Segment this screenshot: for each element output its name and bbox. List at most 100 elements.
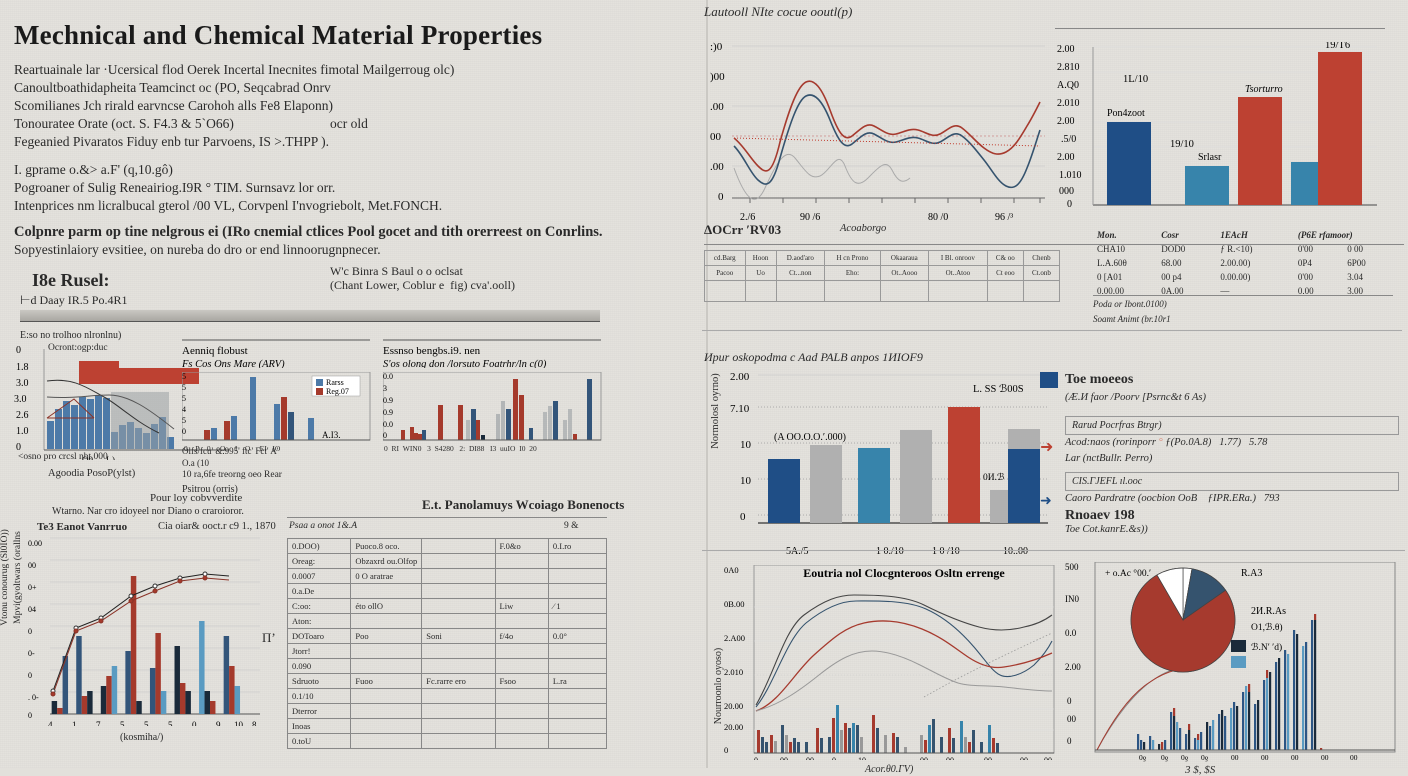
- svg-text:7: 7: [96, 720, 101, 726]
- svg-text:2И.R.As: 2И.R.As: [1251, 606, 1286, 617]
- svg-text:0A0: 0A0: [724, 565, 739, 575]
- svg-text:00: 00: [920, 756, 928, 760]
- svg-text:5: 5: [168, 720, 173, 726]
- svg-text:19/10: 19/10: [1170, 139, 1194, 150]
- svg-text:)00: )00: [710, 71, 725, 83]
- svg-text:10..00: 10..00: [1003, 546, 1028, 557]
- svg-text:00: 00: [1261, 753, 1269, 762]
- svg-text:00: 00: [1067, 714, 1077, 724]
- svg-text:0: 0: [1067, 696, 1072, 706]
- svg-text:0.0: 0.0: [383, 420, 393, 429]
- svg-text:Eoutria nol Clocgnteroos Osltn: Eoutria nol Clocgnteroos Osltn errenge: [803, 566, 1005, 580]
- svg-text:10: 10: [858, 756, 866, 760]
- svg-text:00: 00: [28, 561, 36, 570]
- svg-text:.00: .00: [710, 161, 724, 173]
- svg-text:8: 8: [252, 720, 257, 726]
- svg-text:.00: .00: [710, 101, 724, 113]
- svg-text:00: 00: [1350, 753, 1358, 762]
- svg-text:1.8: 1.8: [16, 362, 29, 373]
- svg-text:2.00: 2.00: [1057, 152, 1075, 163]
- svg-text:0.9: 0.9: [383, 408, 393, 417]
- svg-text:0.9: 0.9: [383, 396, 393, 405]
- svg-text:3: 3: [383, 384, 387, 393]
- svg-text:3.0: 3.0: [14, 394, 27, 405]
- svg-text:+ o.Ac °00.′: + o.Ac °00.′: [1105, 568, 1151, 579]
- svg-text:2.810: 2.810: [1057, 62, 1080, 73]
- svg-text:5: 5: [182, 416, 186, 425]
- svg-text:2.A00: 2.A00: [724, 633, 745, 643]
- svg-text:0B.00: 0B.00: [724, 599, 745, 609]
- svg-text:10: 10: [740, 475, 752, 487]
- svg-text:2.6: 2.6: [16, 410, 29, 421]
- svg-text:Pon4zoot: Pon4zoot: [1107, 108, 1145, 119]
- svg-text:2.00: 2.00: [1057, 44, 1075, 55]
- svg-text:2.00: 2.00: [1065, 662, 1081, 672]
- svg-text:0: 0: [28, 627, 32, 636]
- svg-text:5: 5: [182, 394, 186, 403]
- svg-text:2.010: 2.010: [1057, 98, 1080, 109]
- svg-text:Srlasr: Srlasr: [1198, 152, 1222, 163]
- svg-text:0.00: 0.00: [28, 539, 42, 548]
- svg-text:00: 00: [806, 756, 814, 760]
- svg-text:Fs Cos Ons Mare (ARV): Fs Cos Ons Mare (ARV): [182, 359, 285, 368]
- svg-text:00: 00: [710, 131, 722, 143]
- svg-text:10: 10: [740, 439, 752, 451]
- svg-text:4: 4: [182, 405, 186, 414]
- svg-text:1.010: 1.010: [1059, 170, 1082, 181]
- svg-text:0ƍ: 0ƍ: [1161, 753, 1169, 762]
- svg-text:00: 00: [946, 756, 954, 760]
- svg-text:5: 5: [182, 372, 186, 381]
- svg-text:Reg.07: Reg.07: [326, 387, 349, 396]
- svg-text:00: 00: [1321, 753, 1329, 762]
- svg-text:0: 0: [1067, 199, 1072, 207]
- svg-text:2.00: 2.00: [1057, 116, 1075, 127]
- svg-text:0.0: 0.0: [383, 372, 393, 381]
- svg-text:00: 00: [1231, 753, 1239, 762]
- svg-text:(A OO.O.O.′.000): (A OO.O.O.′.000): [774, 432, 846, 443]
- svg-text:0: 0: [28, 711, 32, 720]
- svg-text:0: 0: [832, 756, 836, 760]
- svg-text:Rarss: Rarss: [326, 378, 344, 387]
- svg-text:00: 00: [1020, 756, 1028, 760]
- svg-text:R.A3: R.A3: [1241, 568, 1262, 579]
- svg-text:500: 500: [1065, 562, 1079, 572]
- svg-text:. 0-: . 0-: [28, 693, 39, 702]
- svg-text:00: 00: [780, 756, 788, 760]
- svg-text:0И.ℬ: 0И.ℬ: [983, 472, 1005, 483]
- svg-text:Tsorturro: Tsorturro: [1245, 84, 1283, 95]
- svg-text:96 /³: 96 /³: [995, 212, 1013, 223]
- svg-text:A.I3.: A.I3.: [322, 430, 341, 440]
- svg-text:0+: 0+: [28, 583, 37, 592]
- svg-text:2.00: 2.00: [730, 372, 750, 383]
- svg-text:00: 00: [1044, 756, 1052, 760]
- svg-text:0: 0: [740, 511, 746, 523]
- svg-text:0ƍ: 0ƍ: [1181, 753, 1189, 762]
- svg-text::)0: :)0: [710, 41, 723, 53]
- svg-text:1 0./10: 1 0./10: [876, 546, 904, 557]
- svg-text:80 /0: 80 /0: [928, 212, 948, 223]
- svg-text:0ƍ: 0ƍ: [1201, 753, 1209, 762]
- svg-text:.5/0: .5/0: [1061, 134, 1076, 145]
- svg-text:00: 00: [984, 756, 992, 760]
- svg-text:O1,ℬ.θ): O1,ℬ.θ): [1251, 622, 1283, 633]
- svg-text:20.00: 20.00: [724, 722, 743, 732]
- svg-text:1 0 /10: 1 0 /10: [932, 546, 960, 557]
- svg-text:0: 0: [718, 191, 724, 203]
- svg-text:04: 04: [28, 605, 36, 614]
- svg-text:4: 4: [48, 720, 53, 726]
- svg-text:0ƍ: 0ƍ: [1139, 753, 1147, 762]
- svg-text:0: 0: [383, 431, 387, 440]
- svg-text:5: 5: [182, 383, 186, 392]
- svg-text:A.Q0: A.Q0: [1057, 80, 1079, 91]
- svg-text:20.00: 20.00: [724, 701, 743, 711]
- svg-text:0: 0: [1067, 736, 1072, 746]
- svg-text:0: 0: [182, 427, 186, 436]
- svg-text:7.10: 7.10: [730, 403, 750, 415]
- svg-text:5: 5: [144, 720, 149, 726]
- svg-text:5: 5: [120, 720, 125, 726]
- svg-text:1: 1: [72, 720, 77, 726]
- svg-text:IN0: IN0: [1065, 594, 1079, 604]
- svg-text:1.0: 1.0: [16, 426, 29, 437]
- svg-text:0: 0: [192, 720, 197, 726]
- svg-text:0: 0: [724, 745, 728, 755]
